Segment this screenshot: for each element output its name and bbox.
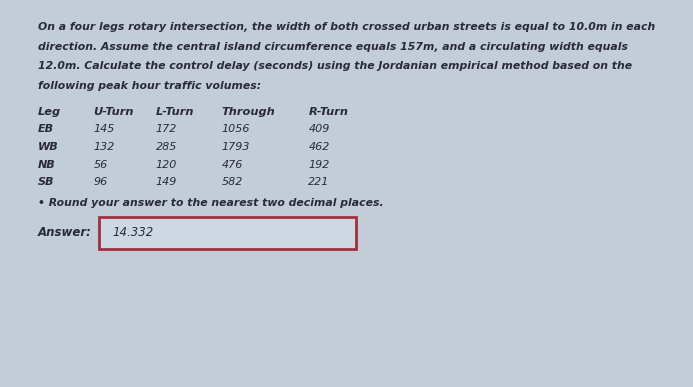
Text: NB: NB <box>38 159 56 170</box>
Text: 56: 56 <box>94 159 108 170</box>
Text: 96: 96 <box>94 177 108 187</box>
Text: 192: 192 <box>308 159 330 170</box>
Text: EB: EB <box>38 125 54 135</box>
Text: 1056: 1056 <box>222 125 250 135</box>
Text: L-Turn: L-Turn <box>156 107 195 117</box>
Text: 14.332: 14.332 <box>112 226 153 239</box>
Text: • Round your answer to the nearest two decimal places.: • Round your answer to the nearest two d… <box>38 199 384 209</box>
Text: 285: 285 <box>156 142 177 152</box>
Text: Answer:: Answer: <box>38 226 92 239</box>
Text: 12.0m. Calculate the control delay (seconds) using the Jordanian empirical metho: 12.0m. Calculate the control delay (seco… <box>38 61 632 71</box>
Text: Through: Through <box>222 107 276 117</box>
Text: direction. Assume the central island circumference equals 157m, and a circulatin: direction. Assume the central island cir… <box>38 41 628 51</box>
Text: Leg: Leg <box>38 107 61 117</box>
Text: 172: 172 <box>156 125 177 135</box>
FancyBboxPatch shape <box>99 216 356 248</box>
Text: 582: 582 <box>222 177 243 187</box>
Text: following peak hour traffic volumes:: following peak hour traffic volumes: <box>38 80 261 91</box>
Text: 462: 462 <box>308 142 330 152</box>
Text: 132: 132 <box>94 142 115 152</box>
Text: 1793: 1793 <box>222 142 250 152</box>
Text: 221: 221 <box>308 177 330 187</box>
Text: 409: 409 <box>308 125 330 135</box>
Text: WB: WB <box>38 142 59 152</box>
Text: 120: 120 <box>156 159 177 170</box>
Text: SB: SB <box>38 177 55 187</box>
Text: 145: 145 <box>94 125 115 135</box>
Text: U-Turn: U-Turn <box>94 107 134 117</box>
Text: R-Turn: R-Turn <box>308 107 349 117</box>
Text: On a four legs rotary intersection, the width of both crossed urban streets is e: On a four legs rotary intersection, the … <box>38 22 656 32</box>
Text: 149: 149 <box>156 177 177 187</box>
Text: 476: 476 <box>222 159 243 170</box>
